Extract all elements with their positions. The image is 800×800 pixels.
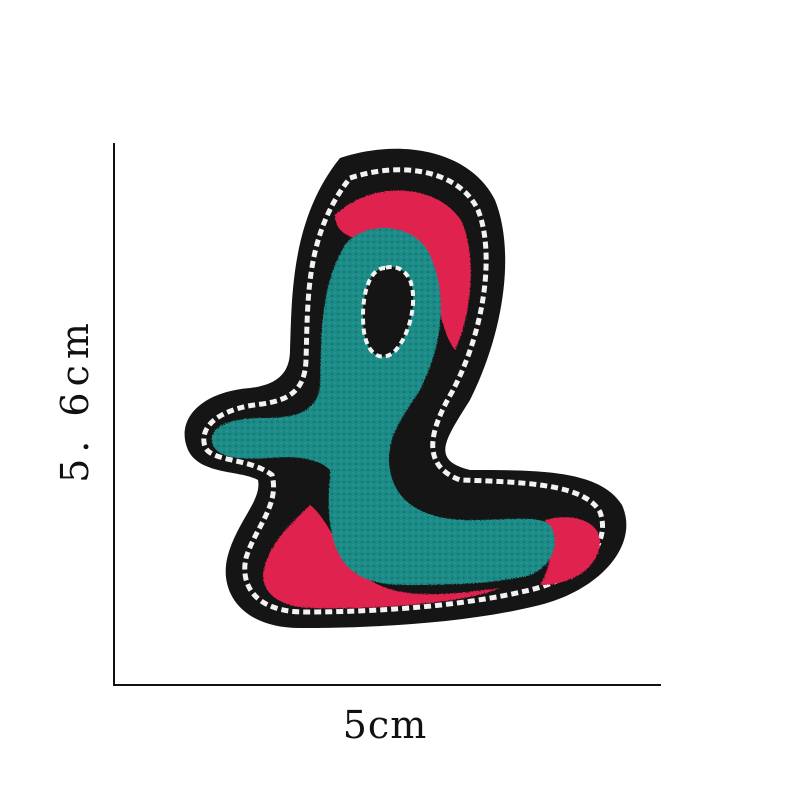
width-label: 5cm (342, 703, 428, 747)
pink-lower-right (540, 517, 601, 585)
pink-lower-left (263, 505, 500, 609)
height-dimension-line (113, 143, 115, 686)
stitch-outline (201, 167, 605, 615)
inner-loop-stitch (361, 264, 416, 359)
width-dimension-line (113, 684, 661, 686)
